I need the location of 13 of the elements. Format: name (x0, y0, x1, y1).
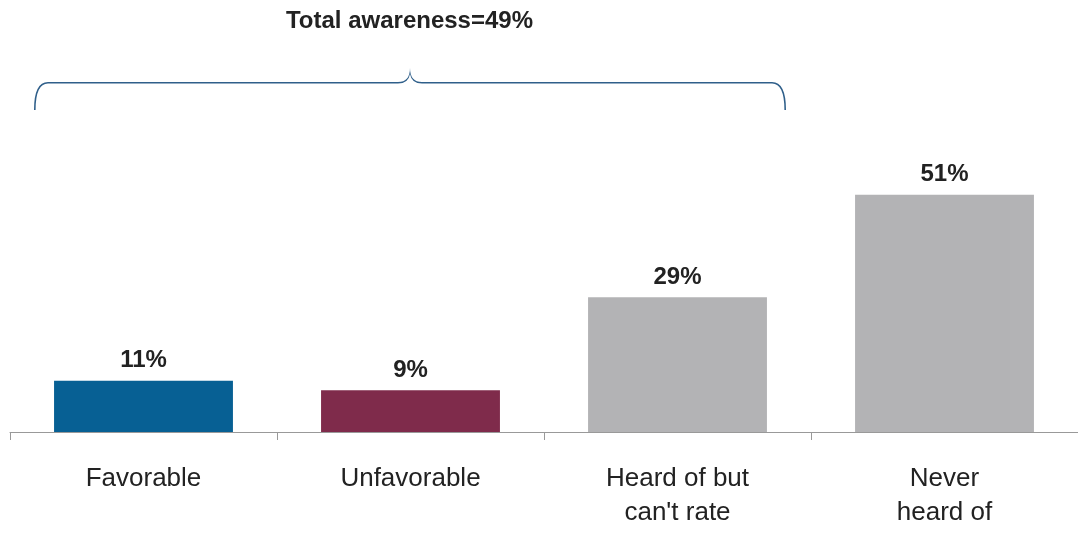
data-label: 29% (653, 261, 702, 289)
bar (54, 380, 233, 432)
bar (855, 194, 1034, 432)
x-tick-label: Favorable (85, 462, 202, 492)
x-tick-label: Never heard of (896, 462, 993, 526)
data-label: 51% (920, 159, 969, 187)
x-tick-label: Unfavorable (340, 462, 481, 492)
text: Total awareness=49% (285, 6, 534, 34)
data-label: 9% (393, 354, 428, 382)
x-tick-label: Heard of but can't rate (605, 462, 750, 526)
bar (321, 390, 500, 432)
bar (588, 297, 767, 432)
data-label: 11% (120, 345, 167, 373)
